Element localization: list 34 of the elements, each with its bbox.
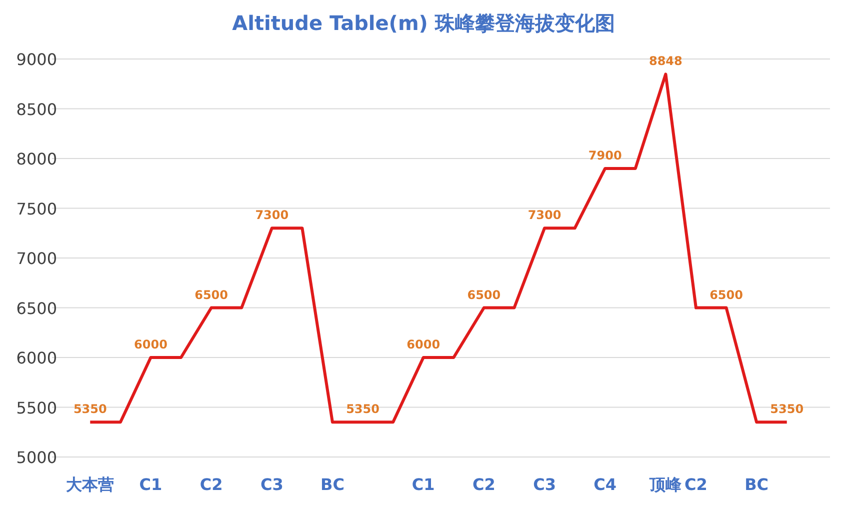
chart-title: Altitude Table(m) 珠峰攀登海拔变化图 xyxy=(232,11,615,35)
x-tick-label: C4 xyxy=(594,475,617,494)
data-label: 6500 xyxy=(194,288,228,302)
data-label: 6000 xyxy=(406,338,440,352)
y-tick-label: 7500 xyxy=(16,199,57,218)
x-tick-label: BC xyxy=(320,475,344,494)
x-tick-label: C2 xyxy=(200,475,223,494)
data-label: 6000 xyxy=(134,338,168,352)
x-tick-label: C3 xyxy=(533,475,556,494)
data-label: 7900 xyxy=(588,148,622,162)
y-tick-label: 6000 xyxy=(16,348,57,368)
y-tick-label: 7000 xyxy=(16,249,57,268)
y-tick-label: 5500 xyxy=(16,398,57,418)
x-tick-label: C2 xyxy=(472,475,496,494)
y-tick-label: 8000 xyxy=(16,150,57,168)
y-tick-label: 8500 xyxy=(16,100,57,119)
x-tick-label: 顶峰 xyxy=(648,475,683,494)
x-tick-label: C2 xyxy=(684,475,708,494)
y-tick-label: 5000 xyxy=(16,448,57,467)
data-label: 5350 xyxy=(770,402,804,416)
x-tick-label: C1 xyxy=(139,475,162,494)
data-label: 7300 xyxy=(528,208,562,222)
data-label: 5350 xyxy=(346,402,380,416)
data-label: 6500 xyxy=(710,288,743,302)
data-label: 6500 xyxy=(467,288,501,302)
x-tick-label: 大本营 xyxy=(66,475,114,494)
y-tick-label: 6500 xyxy=(16,298,57,318)
data-label: 7300 xyxy=(255,208,289,222)
y-tick-label: 9000 xyxy=(16,50,57,69)
x-tick-label: C3 xyxy=(260,475,284,494)
data-label: 8848 xyxy=(648,54,682,68)
x-tick-label: C1 xyxy=(412,475,435,494)
data-label: 5350 xyxy=(73,402,107,416)
x-tick-label: BC xyxy=(744,475,769,494)
